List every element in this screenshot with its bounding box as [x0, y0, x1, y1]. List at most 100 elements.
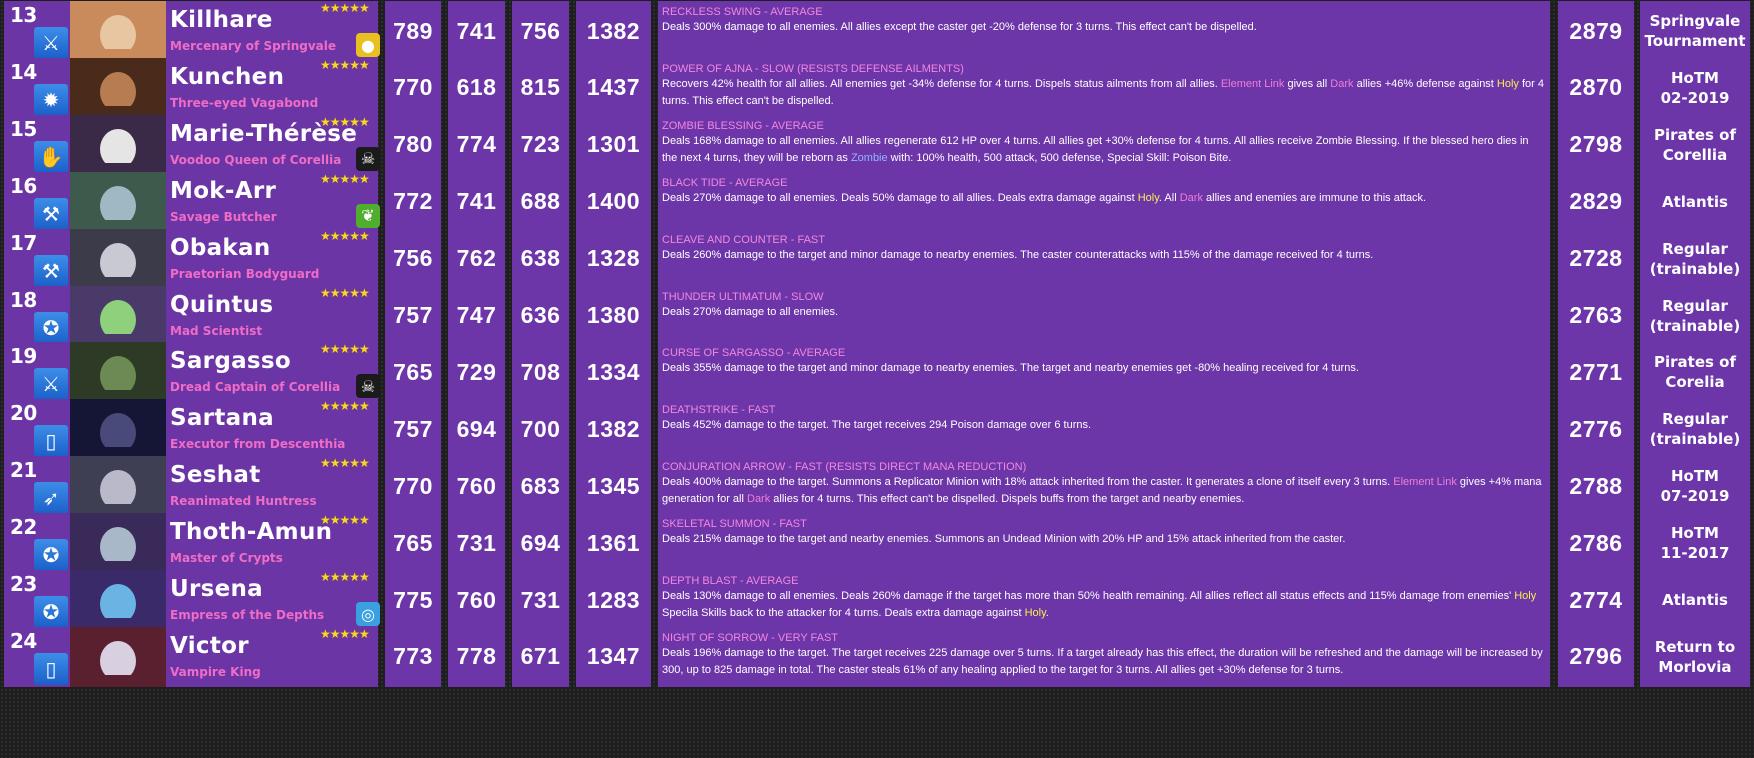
- skill-text: Deals 270% damage to all enemies. Deals …: [662, 191, 1138, 204]
- hero-source: HoTM 11-2017: [1640, 513, 1750, 574]
- skill-cell: CONJURATION ARROW - FAST (RESISTS DIRECT…: [658, 456, 1550, 517]
- skill-text: . All: [1158, 191, 1180, 204]
- table-row: 22 ✪ Thoth-Amun ★★★★★ Master of Crypts 7…: [0, 513, 1754, 574]
- skill-text: Recovers 42% health for all allies. All …: [662, 77, 1221, 90]
- star-rating: ★★★★★: [320, 513, 370, 528]
- skill-cell: DEATHSTRIKE - FAST Deals 452% damage to …: [658, 399, 1550, 460]
- attack-value: 770: [385, 57, 441, 118]
- health-value: 756: [512, 1, 569, 61]
- hero-cell[interactable]: 16 ⚒ Mok-Arr ★★★★★ Savage Butcher ❦: [4, 171, 380, 232]
- hero-source: Regular (trainable): [1640, 285, 1750, 346]
- power-value: 1334: [576, 342, 651, 403]
- attack-value: 757: [385, 285, 441, 346]
- skill-description: Deals 270% damage to all enemies.: [662, 304, 1546, 321]
- skill-description: Deals 452% damage to the target. The tar…: [662, 417, 1546, 434]
- skill-description: Deals 270% damage to all enemies. Deals …: [662, 190, 1546, 207]
- skill-text: Deals 270% damage to all enemies.: [662, 305, 839, 318]
- hero-source: Return to Morlovia: [1640, 626, 1750, 687]
- hero-cell[interactable]: 15 ✋ Marie-Thérèse ★★★★★ Voodoo Queen of…: [4, 114, 380, 175]
- hero-name: Mok-Arr: [170, 177, 277, 204]
- table-row: 19 ⚔ Sargasso ★★★★★ Dread Captain of Cor…: [0, 342, 1754, 403]
- total-value: 2788: [1558, 456, 1634, 517]
- skill-text: gives +4% mana generation for all: [662, 476, 1542, 506]
- hero-portrait: [70, 570, 166, 630]
- defense-value: 762: [448, 228, 505, 289]
- skill-text: Deals 168% damage to all enemies. All al…: [662, 134, 1529, 164]
- skill-cell: BLACK TIDE - AVERAGE Deals 270% damage t…: [658, 171, 1550, 232]
- skill-name: DEPTH BLAST - AVERAGE: [662, 575, 799, 587]
- defense-value: 778: [448, 626, 505, 687]
- star-rating: ★★★★★: [320, 570, 370, 584]
- hero-rank: 20: [10, 401, 37, 426]
- hero-cell[interactable]: 22 ✪ Thoth-Amun ★★★★★ Master of Crypts: [4, 513, 378, 574]
- health-value: 700: [512, 399, 569, 460]
- power-value: 1382: [576, 1, 651, 61]
- skill-text: Deals 260% damage to the target and mino…: [662, 248, 1374, 261]
- star-rating: ★★★★★: [320, 228, 370, 243]
- skill-description: Deals 196% damage to the target. The tar…: [662, 645, 1546, 679]
- hero-title: Three-eyed Vagabond: [170, 95, 319, 110]
- table-row: 13 ⚔ Killhare ★★★★★ Mercenary of Springv…: [0, 1, 1754, 61]
- hero-cell[interactable]: 19 ⚔ Sargasso ★★★★★ Dread Captain of Cor…: [4, 342, 380, 403]
- table-row: 18 ✪ Quintus ★★★★★ Mad Scientist 757 747…: [0, 285, 1754, 346]
- hero-cell[interactable]: 13 ⚔ Killhare ★★★★★ Mercenary of Springv…: [4, 1, 380, 61]
- hero-title: Mercenary of Springvale: [170, 39, 337, 53]
- hero-cell[interactable]: 14 ✹ Kunchen ★★★★★ Three-eyed Vagabond: [4, 57, 378, 118]
- table-row: 16 ⚒ Mok-Arr ★★★★★ Savage Butcher ❦ 772 …: [0, 171, 1754, 232]
- hero-name: Victor: [170, 632, 249, 659]
- skill-text: allies +46% defense against: [1353, 77, 1497, 90]
- skill-description: Deals 260% damage to the target and mino…: [662, 247, 1546, 264]
- book-icon: ▯: [34, 425, 68, 458]
- power-value: 1361: [576, 513, 651, 574]
- hero-portrait: [70, 57, 166, 118]
- defense-value: 747: [448, 285, 505, 346]
- crossed-swords-icon: ⚔: [34, 368, 68, 401]
- crossed-swords-icon: ⚔: [34, 27, 68, 59]
- hero-rank: 14: [10, 59, 37, 84]
- skill-description: Deals 300% damage to all enemies. All al…: [662, 19, 1546, 36]
- hero-title: Praetorian Bodyguard: [170, 266, 320, 281]
- attack-value: 775: [385, 570, 441, 630]
- skill-text: for 4 turns. This effect can't be dispel…: [662, 77, 1545, 107]
- sun-icon: ✹: [34, 83, 68, 116]
- pentagram-icon: ✪: [34, 539, 68, 572]
- egg-icon: ●: [356, 33, 380, 57]
- star-rating: ★★★★★: [320, 171, 370, 186]
- hero-cell[interactable]: 21 ➶ Seshat ★★★★★ Reanimated Huntress: [4, 456, 378, 517]
- power-value: 1380: [576, 285, 651, 346]
- health-value: 688: [512, 171, 569, 232]
- health-value: 723: [512, 114, 569, 175]
- hero-name: Marie-Thérèse: [170, 120, 358, 147]
- pentagram-icon: ✪: [34, 596, 68, 628]
- skill-keyword: Dark: [1179, 191, 1203, 204]
- health-value: 815: [512, 57, 569, 118]
- hero-cell[interactable]: 18 ✪ Quintus ★★★★★ Mad Scientist: [4, 285, 378, 346]
- health-value: 683: [512, 456, 569, 517]
- defense-value: 741: [448, 1, 505, 61]
- defense-value: 618: [448, 57, 505, 118]
- skill-keyword: Element Link: [1220, 77, 1285, 90]
- skill-keyword: Dark: [1330, 77, 1354, 90]
- star-rating: ★★★★★: [320, 342, 370, 357]
- hero-cell[interactable]: 24 ▯ Victor ★★★★★ Vampire King: [4, 626, 378, 687]
- hero-rank: 15: [10, 116, 37, 141]
- hero-rank: 13: [10, 3, 37, 27]
- total-value: 2776: [1558, 399, 1634, 460]
- hero-portrait: [70, 114, 166, 175]
- hero-cell[interactable]: 20 ▯ Sartana ★★★★★ Executor from Descent…: [4, 399, 378, 460]
- table-row: 20 ▯ Sartana ★★★★★ Executor from Descent…: [0, 399, 1754, 460]
- table-row: 21 ➶ Seshat ★★★★★ Reanimated Huntress 77…: [0, 456, 1754, 517]
- power-value: 1400: [576, 171, 651, 232]
- hero-title: Empress of the Depths: [170, 608, 325, 622]
- skill-name: DEATHSTRIKE - FAST: [662, 404, 776, 417]
- hero-source: Regular (trainable): [1640, 399, 1750, 460]
- star-rating: ★★★★★: [320, 456, 370, 471]
- health-value: 636: [512, 285, 569, 346]
- skill-name: CLEAVE AND COUNTER - FAST: [662, 233, 825, 246]
- hero-cell[interactable]: 23 ✪ Ursena ★★★★★ Empress of the Depths …: [4, 570, 380, 630]
- hero-title: Savage Butcher: [170, 209, 277, 224]
- attack-value: 789: [385, 1, 441, 61]
- hero-cell[interactable]: 17 ⚒ Obakan ★★★★★ Praetorian Bodyguard: [4, 228, 378, 289]
- skill-keyword: Holy: [1137, 191, 1159, 204]
- wave-icon: ◎: [356, 602, 380, 626]
